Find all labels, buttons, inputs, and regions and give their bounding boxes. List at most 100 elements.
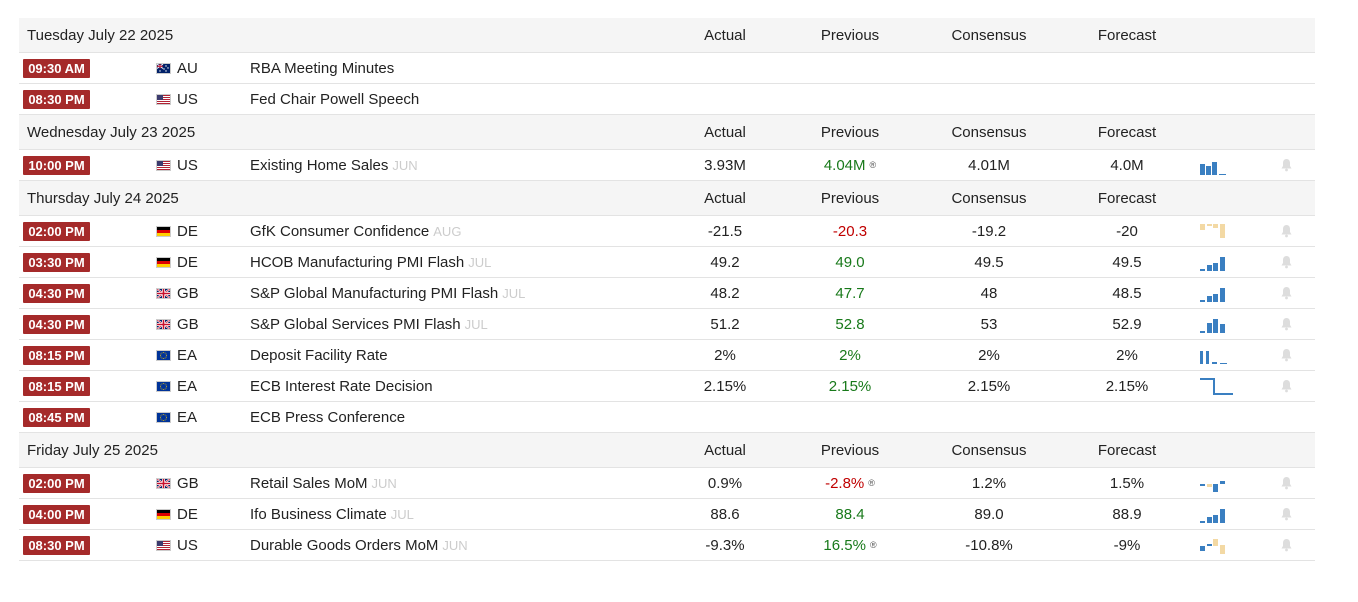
country-code: US	[177, 156, 198, 174]
bell-icon[interactable]	[1280, 158, 1293, 177]
sparkline-chart-wrapper[interactable]	[1200, 505, 1234, 530]
sparkline-bar	[1207, 296, 1212, 302]
event-name[interactable]: Existing Home Sales JUN	[250, 150, 418, 180]
country-code: GB	[177, 474, 199, 492]
event-row[interactable]: 08:30 PM US Fed Chair Powell Speech	[19, 84, 1315, 115]
sparkline-chart-wrapper[interactable]	[1200, 377, 1234, 402]
event-name[interactable]: Fed Chair Powell Speech	[250, 84, 419, 114]
event-row[interactable]: 08:15 PM EA ECB Interest Rate Decision 2.15…	[19, 371, 1315, 402]
event-time-badge: 02:00 PM	[23, 474, 90, 493]
event-name-text[interactable]: ECB Press Conference	[250, 408, 406, 426]
sparkline-chart-wrapper[interactable]	[1200, 156, 1234, 181]
sparkline-bar	[1200, 224, 1205, 230]
event-row[interactable]: 08:30 PM US Durable Goods Orders MoM JUN -9.…	[19, 530, 1315, 561]
sparkline-bar	[1200, 269, 1205, 271]
sparkline-bar	[1200, 300, 1205, 302]
bell-icon[interactable]	[1280, 379, 1293, 398]
bell-icon[interactable]	[1280, 476, 1293, 495]
event-name-text[interactable]: Deposit Facility Rate	[250, 346, 388, 364]
forecast-value: 52.9	[1112, 315, 1142, 333]
sparkline-chart-wrapper[interactable]	[1200, 474, 1234, 499]
flag-us-icon	[156, 160, 171, 171]
event-name-text[interactable]: Ifo Business Climate	[250, 505, 387, 523]
sparkline-chart-wrapper[interactable]	[1200, 222, 1234, 247]
consensus-value: -19.2	[971, 222, 1007, 240]
sparkline-bar	[1200, 331, 1205, 333]
previous-value-text: 4.04M	[823, 156, 866, 174]
previous-value: -20.3	[795, 216, 905, 246]
event-name-text[interactable]: Durable Goods Orders MoM	[250, 536, 439, 554]
previous-value: 2.15%	[795, 371, 905, 401]
event-row[interactable]: 08:15 PM EA Deposit Facility Rate 2% 2% 2% 2%	[19, 340, 1315, 371]
event-name[interactable]: ECB Press Conference	[250, 402, 405, 432]
event-name[interactable]: Retail Sales MoM JUN	[250, 468, 397, 498]
event-name[interactable]: GfK Consumer Confidence AUG	[250, 216, 461, 246]
sparkline-bar	[1220, 509, 1225, 523]
country-code: EA	[177, 408, 198, 426]
previous-value-text: 47.7	[835, 284, 865, 302]
event-name[interactable]: Deposit Facility Rate	[250, 340, 388, 370]
event-name[interactable]: HCOB Manufacturing PMI Flash JUL	[250, 247, 491, 277]
event-time-badge: 08:30 PM	[23, 536, 90, 555]
country-code: AU	[177, 59, 198, 77]
previous-value-text: 16.5%	[823, 536, 866, 554]
event-name-text[interactable]: S&P Global Manufacturing PMI Flash	[250, 284, 499, 302]
column-header-actual: Actual	[704, 26, 746, 44]
event-row[interactable]: 04:00 PM DE Ifo Business Climate JUL 88.6 88.…	[19, 499, 1315, 530]
reference-period: JUN	[442, 537, 468, 553]
flag-de-icon	[156, 226, 171, 237]
sparkline-chart-wrapper[interactable]	[1200, 253, 1234, 278]
event-name-text[interactable]: ECB Interest Rate Decision	[250, 377, 433, 395]
day-header: Tuesday July 22 2025 Actual Previous Consen…	[19, 18, 1315, 53]
sparkline-chart-wrapper[interactable]	[1200, 536, 1234, 561]
bell-icon[interactable]	[1280, 255, 1293, 274]
bell-icon[interactable]	[1280, 507, 1293, 526]
consensus-value: -10.8%	[965, 536, 1013, 554]
event-name[interactable]: RBA Meeting Minutes	[250, 53, 394, 83]
event-row[interactable]: 09:30 AM AU RBA Meeting Minutes	[19, 53, 1315, 84]
event-name-text[interactable]: Fed Chair Powell Speech	[250, 90, 420, 108]
sparkline-bar	[1219, 174, 1226, 175]
day-title: Thursday July 24 2025	[27, 189, 179, 207]
country-code: DE	[177, 222, 198, 240]
event-row[interactable]: 02:00 PM DE GfK Consumer Confidence AUG -21.…	[19, 216, 1315, 247]
bell-icon[interactable]	[1280, 348, 1293, 367]
sparkline-bar	[1206, 351, 1209, 364]
event-row[interactable]: 04:30 PM GB S&P Global Manufacturing PMI F…	[19, 278, 1315, 309]
event-name-text[interactable]: Retail Sales MoM	[250, 474, 368, 492]
bell-icon[interactable]	[1280, 538, 1293, 557]
sparkline-chart-wrapper[interactable]	[1200, 346, 1234, 371]
event-name-text[interactable]: GfK Consumer Confidence	[250, 222, 430, 240]
event-name[interactable]: ECB Interest Rate Decision	[250, 371, 433, 401]
event-row[interactable]: 03:30 PM DE HCOB Manufacturing PMI Flash JU…	[19, 247, 1315, 278]
forecast-value: 49.5	[1112, 253, 1142, 271]
bell-icon[interactable]	[1280, 317, 1293, 336]
bell-icon[interactable]	[1280, 224, 1293, 243]
event-name-text[interactable]: HCOB Manufacturing PMI Flash	[250, 253, 465, 271]
event-row[interactable]: 08:45 PM EA ECB Press Conference	[19, 402, 1315, 433]
event-name[interactable]: S&P Global Manufacturing PMI Flash JUL	[250, 278, 525, 308]
sparkline-bar	[1200, 164, 1205, 175]
column-header-consensus: Consensus	[951, 189, 1027, 207]
event-row[interactable]: 04:30 PM GB S&P Global Services PMI Flash J…	[19, 309, 1315, 340]
event-name[interactable]: Ifo Business Climate JUL	[250, 499, 414, 529]
event-time-badge: 04:00 PM	[23, 505, 90, 524]
column-header-forecast: Forecast	[1097, 441, 1157, 459]
event-name-text[interactable]: S&P Global Services PMI Flash	[250, 315, 461, 333]
day-header: Wednesday July 23 2025 Actual Previous Cons…	[19, 115, 1315, 150]
bell-icon[interactable]	[1280, 286, 1293, 305]
sparkline-chart-wrapper[interactable]	[1200, 315, 1234, 340]
consensus-value: 48	[980, 284, 998, 302]
country-code: DE	[177, 253, 198, 271]
event-time-badge: 02:00 PM	[23, 222, 90, 241]
sparkline-chart-wrapper[interactable]	[1200, 284, 1234, 309]
event-row[interactable]: 10:00 PM US Existing Home Sales JUN 3.93M 4.0…	[19, 150, 1315, 181]
forecast-value: 88.9	[1112, 505, 1142, 523]
event-name-text[interactable]: RBA Meeting Minutes	[250, 59, 395, 77]
event-name[interactable]: S&P Global Services PMI Flash JUL	[250, 309, 488, 339]
event-name[interactable]: Durable Goods Orders MoM JUN	[250, 530, 468, 560]
sparkline-bar	[1200, 521, 1205, 523]
event-row[interactable]: 02:00 PM GB Retail Sales MoM JUN 0.9% -2.8% ® 1…	[19, 468, 1315, 499]
event-name-text[interactable]: Existing Home Sales	[250, 156, 389, 174]
flag-us-icon	[156, 94, 171, 105]
